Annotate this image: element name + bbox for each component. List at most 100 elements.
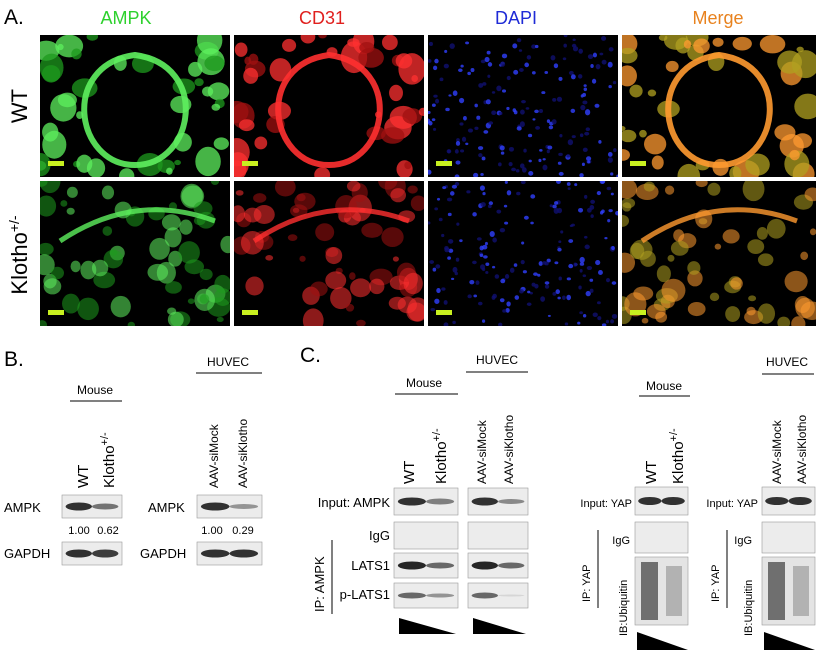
cell <box>76 154 93 173</box>
cell <box>582 147 588 152</box>
cell <box>513 263 518 267</box>
cell <box>433 65 438 71</box>
cell <box>526 55 532 60</box>
cell <box>538 261 543 266</box>
cell <box>389 84 403 102</box>
cell <box>571 135 576 139</box>
cell <box>604 236 608 240</box>
blot-bg <box>761 521 816 554</box>
cell <box>532 118 536 121</box>
cell <box>506 75 511 81</box>
cell <box>477 146 484 151</box>
cell <box>546 258 551 263</box>
cell <box>578 207 584 213</box>
blot-label: LATS1 <box>351 558 390 573</box>
cell <box>601 209 605 214</box>
lane-label: WT <box>75 465 92 488</box>
cell <box>449 43 455 49</box>
cell <box>265 255 274 261</box>
cell <box>461 136 467 142</box>
cell <box>608 209 613 213</box>
cell <box>622 125 626 132</box>
cell <box>583 87 588 92</box>
cell <box>234 205 246 223</box>
text: Klotho <box>670 441 687 484</box>
cell <box>556 96 563 102</box>
cell <box>187 298 195 304</box>
cell <box>483 130 489 134</box>
cell <box>485 262 490 266</box>
band <box>471 561 498 570</box>
cell <box>622 197 636 209</box>
lane-label: Klotho+/- <box>431 428 450 484</box>
cell <box>596 191 601 196</box>
cell <box>110 295 131 318</box>
cell <box>491 295 496 300</box>
cell <box>567 187 571 190</box>
cell <box>568 239 574 243</box>
cell <box>562 295 566 300</box>
ib-label: IB:Ubiquitin <box>743 580 755 636</box>
cell <box>595 259 601 266</box>
cell <box>254 136 268 150</box>
cell <box>410 195 424 211</box>
cell <box>509 267 515 273</box>
cell <box>407 185 418 194</box>
cell <box>504 274 510 279</box>
tissue <box>622 35 816 177</box>
cell <box>381 227 404 247</box>
cell <box>66 207 75 215</box>
cell <box>127 321 135 326</box>
cell <box>540 296 546 302</box>
blot <box>467 552 529 579</box>
cell <box>683 39 692 49</box>
cell <box>378 181 398 190</box>
cell <box>439 77 444 82</box>
cell <box>325 247 343 265</box>
cell <box>454 149 459 154</box>
cell <box>234 100 249 123</box>
micrograph <box>622 35 816 177</box>
ib-label: IB:Ubiquitin <box>618 580 630 636</box>
cell <box>314 167 331 177</box>
cell <box>615 210 618 216</box>
cell <box>512 43 518 49</box>
cell <box>553 207 559 214</box>
micrograph <box>234 181 424 326</box>
cell <box>234 42 248 57</box>
cell <box>766 218 786 239</box>
cell <box>390 188 407 203</box>
cell <box>433 94 438 98</box>
cell <box>544 70 549 74</box>
cell <box>50 266 65 280</box>
cell <box>456 222 460 226</box>
cell <box>487 74 491 78</box>
cell <box>40 195 57 217</box>
cell <box>451 184 457 189</box>
row-label: Klotho+/- <box>6 215 32 294</box>
cell <box>525 107 530 110</box>
cell <box>584 194 588 199</box>
cell <box>506 301 511 307</box>
cell <box>579 268 583 273</box>
cell <box>435 264 441 269</box>
scale-bar <box>630 161 646 166</box>
cell <box>658 35 668 41</box>
cell <box>167 311 184 326</box>
cell <box>670 240 689 256</box>
band <box>498 594 525 597</box>
cell <box>325 271 347 290</box>
cell <box>577 321 581 325</box>
cell <box>804 187 816 202</box>
cell <box>506 190 512 196</box>
blot <box>634 556 689 626</box>
cell <box>595 63 601 70</box>
cell <box>467 294 472 299</box>
cell <box>147 263 169 281</box>
cell <box>590 214 594 219</box>
cell <box>119 168 135 177</box>
cell <box>641 317 649 324</box>
cell <box>555 289 560 295</box>
cell <box>687 302 706 317</box>
